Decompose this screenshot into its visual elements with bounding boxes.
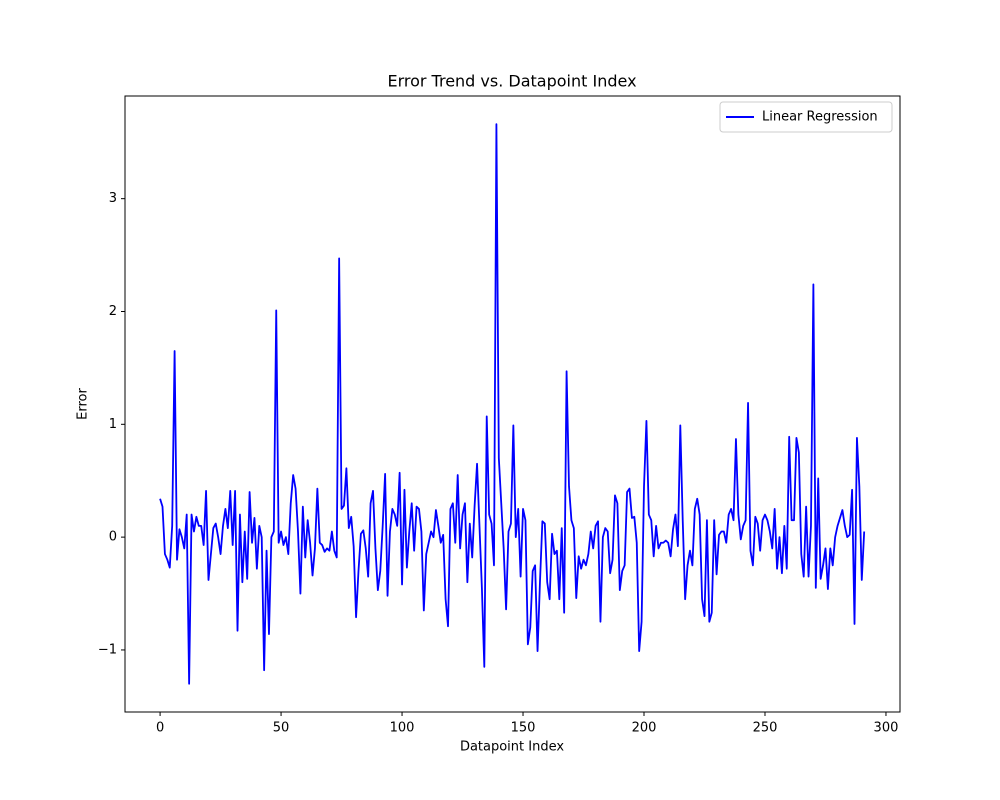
x-tick-label: 200 (632, 721, 657, 736)
chart-title: Error Trend vs. Datapoint Index (387, 72, 636, 91)
data-line (159, 123, 866, 685)
x-tick-label: 250 (753, 721, 778, 736)
x-tick-label: 150 (511, 721, 536, 736)
y-tick-label: 1 (109, 417, 117, 432)
y-axis-label: Error (76, 388, 91, 420)
y-tick-label: 2 (109, 304, 117, 319)
x-axis-label: Datapoint Index (460, 740, 564, 755)
legend-label: Linear Regression (762, 110, 878, 125)
y-tick-label: −1 (98, 642, 117, 657)
y-tick-label: 3 (109, 191, 117, 206)
y-tick-label: 0 (109, 530, 117, 545)
legend-box (719, 101, 893, 133)
x-tick-label: 300 (874, 721, 899, 736)
plot-frame (124, 95, 901, 713)
x-tick-label: 100 (390, 721, 415, 736)
x-tick-label: 50 (273, 721, 290, 736)
x-tick-label: 0 (156, 721, 164, 736)
